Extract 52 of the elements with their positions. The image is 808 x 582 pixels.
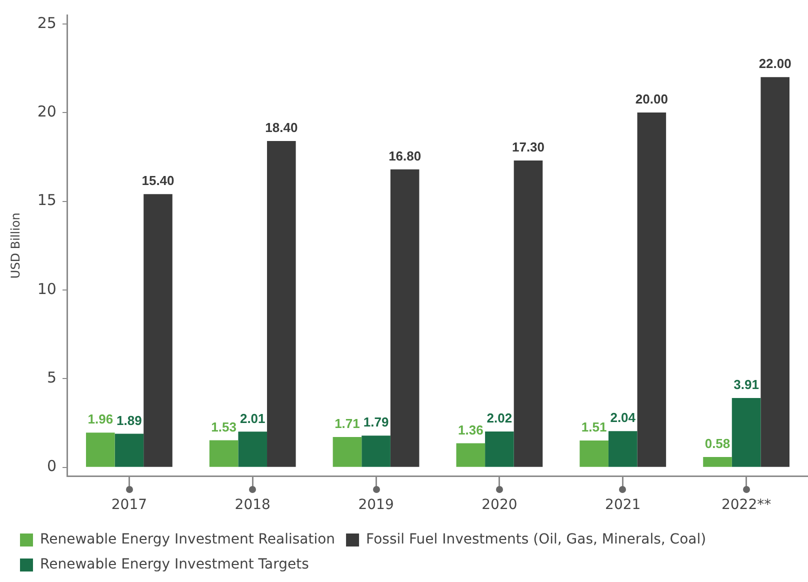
bar bbox=[114, 434, 144, 467]
bar bbox=[580, 440, 608, 467]
data-label: 1.89 bbox=[116, 412, 142, 428]
legend-label: Renewable Energy Investment Realisation bbox=[40, 532, 336, 548]
data-label: 3.91 bbox=[734, 377, 759, 392]
x-tick-label: 2022** bbox=[721, 497, 772, 514]
data-label: 17.30 bbox=[512, 140, 545, 155]
data-label: 1.71 bbox=[334, 416, 360, 432]
x-tick-label: 2019 bbox=[358, 497, 394, 514]
bar bbox=[637, 112, 666, 467]
x-tick-label: 2018 bbox=[234, 497, 270, 514]
bar bbox=[485, 432, 514, 467]
y-tick-label: 15 bbox=[37, 191, 56, 210]
y-tick-label: 0 bbox=[46, 457, 56, 476]
data-label: 1.96 bbox=[88, 412, 114, 427]
y-axis-title: USD Billion bbox=[8, 212, 22, 279]
data-label: 1.79 bbox=[363, 414, 389, 430]
bar bbox=[703, 457, 732, 467]
y-tick-label: 10 bbox=[37, 280, 56, 298]
data-label: 22.00 bbox=[758, 56, 792, 72]
data-label: 2.01 bbox=[240, 410, 266, 426]
bar bbox=[514, 160, 543, 467]
data-label: 2.02 bbox=[486, 410, 512, 426]
bar bbox=[732, 398, 761, 467]
bar bbox=[362, 436, 390, 467]
bar bbox=[238, 432, 268, 467]
x-tick-label: 2021 bbox=[605, 497, 641, 514]
y-tick-label: 25 bbox=[37, 14, 56, 32]
bar bbox=[760, 77, 790, 467]
legend-label: Renewable Energy Investment Targets bbox=[40, 556, 309, 573]
data-label: 0.58 bbox=[704, 436, 730, 452]
y-tick-label: 20 bbox=[37, 102, 56, 120]
data-label: 1.53 bbox=[211, 419, 236, 434]
legend-label: Fossil Fuel Investments (Oil, Gas, Minerals, Coal) bbox=[366, 532, 706, 548]
bar bbox=[209, 440, 238, 467]
data-label: 15.40 bbox=[142, 173, 174, 188]
data-label: 20.00 bbox=[635, 92, 668, 107]
bar bbox=[267, 140, 296, 467]
data-label: 18.40 bbox=[265, 120, 298, 136]
bar bbox=[390, 169, 420, 467]
y-tick-label: 5 bbox=[46, 368, 56, 387]
data-label: 2.04 bbox=[610, 410, 636, 426]
bar bbox=[332, 437, 362, 467]
data-label: 16.80 bbox=[388, 148, 422, 164]
data-label: 1.51 bbox=[581, 420, 607, 435]
data-label: 1.36 bbox=[458, 422, 484, 438]
bar bbox=[144, 194, 172, 467]
x-tick-label: 2020 bbox=[482, 497, 518, 514]
x-tick-label: 2017 bbox=[111, 497, 148, 514]
bar bbox=[456, 443, 486, 467]
bar bbox=[608, 431, 638, 467]
bar bbox=[86, 432, 115, 467]
